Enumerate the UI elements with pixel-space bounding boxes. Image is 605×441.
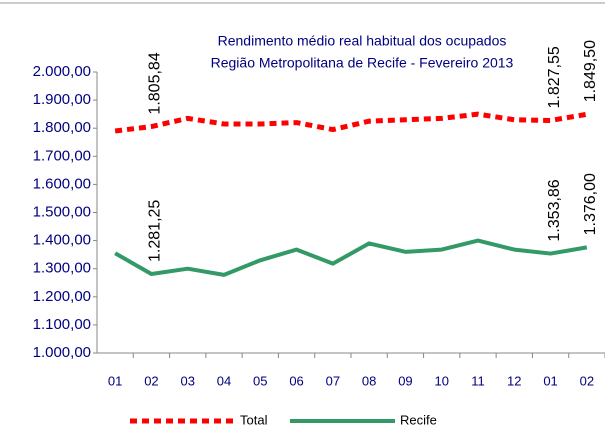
value-label: 1.849,50 [582,40,599,102]
value-label: 1.827,55 [546,46,563,108]
y-tick-label: 1.400,00 [33,232,91,249]
y-tick-label: 1.700,00 [33,147,91,164]
y-tick-label: 1.600,00 [33,175,91,192]
x-tick-label: 12 [507,373,521,388]
y-tick-label: 1.300,00 [33,260,91,277]
x-tick-label: 01 [108,373,122,388]
x-tick-label: 09 [398,373,412,388]
chart-title: Rendimento médio real habitual dos ocupa… [218,33,507,49]
value-label: 1.353,86 [546,179,563,241]
y-tick-label: 1.000,00 [33,344,91,361]
y-tick-label: 2.000,00 [33,63,91,80]
y-tick-label: 1.500,00 [33,203,91,220]
y-tick-label: 1.100,00 [33,316,91,333]
x-tick-label: 07 [326,373,340,388]
series-line [114,111,588,134]
x-tick-label: 06 [289,373,303,388]
y-tick-label: 1.900,00 [33,91,91,108]
value-label: 1.805,84 [147,52,164,114]
legend-label: Recife [400,412,437,427]
series-line [114,238,588,277]
x-tick-label: 02 [580,373,594,388]
legend-label: Total [240,412,268,427]
value-label: 1.281,25 [147,200,164,262]
x-tick-label: 02 [144,373,158,388]
x-tick-label: 03 [180,373,194,388]
x-tick-label: 01 [543,373,557,388]
y-tick-label: 1.800,00 [33,119,91,136]
chart-subtitle: Região Metropolitana de Recife - Feverei… [211,55,514,71]
x-tick-label: 11 [471,373,485,388]
x-tick-label: 04 [217,373,231,388]
x-tick-label: 08 [362,373,376,388]
y-tick-label: 1.200,00 [33,288,91,305]
x-tick-label: 05 [253,373,267,388]
value-label: 1.376,00 [582,173,599,235]
x-tick-label: 10 [434,373,448,388]
